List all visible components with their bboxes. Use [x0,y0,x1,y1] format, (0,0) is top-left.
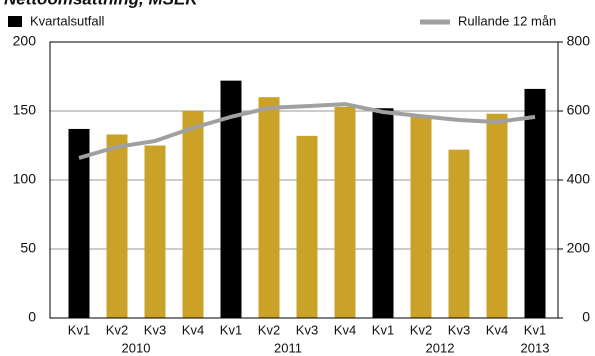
x-tick-label: Kv1 [372,322,394,337]
year-label: 2013 [521,340,550,355]
line [78,102,536,160]
bar [410,116,432,319]
bar [106,134,128,318]
chart-title: Nettoomsättning, MSEK [4,0,199,8]
bar [448,149,470,318]
bar [296,135,318,318]
y2-tick-label: 200 [567,240,591,256]
y-tick-label: 200 [13,33,37,49]
x-tick-label: Kv4 [486,322,508,337]
year-label: 2011 [274,340,302,355]
y-tick-label: 100 [13,171,37,187]
x-tick-label: Kv2 [258,322,280,337]
x-tick-label: Kv3 [448,322,470,337]
x-tick-label: Kv1 [220,322,242,337]
x-tick-label: Kv1 [68,322,90,337]
y-tick-label: 0 [28,309,36,325]
bar [258,97,280,318]
year-label: 2010 [122,340,151,355]
bar [372,108,394,319]
y2-tick-label: 600 [567,102,591,118]
y2-tick-label: 0 [582,309,590,325]
bar [334,106,356,318]
legend-swatch [8,16,22,27]
bar [182,111,204,318]
bar [524,88,546,318]
bar [220,80,242,318]
x-tick-label: Kv1 [524,322,546,337]
x-tick-label: Kv4 [334,322,356,337]
y2-tick-label: 400 [567,171,591,187]
bar [486,113,508,318]
x-tick-label: Kv2 [106,322,128,337]
year-label: 2012 [426,340,455,355]
y-tick-label: 150 [13,102,37,118]
x-tick-label: Kv4 [182,322,204,337]
legend-label: Rullande 12 mån [458,13,556,28]
x-tick-label: Kv2 [410,322,432,337]
x-tick-label: Kv3 [144,322,166,337]
bar [68,128,90,318]
y2-tick-label: 800 [567,33,591,49]
y-tick-label: 50 [20,240,36,256]
legend-label: Kvartalsutfall [30,13,105,28]
x-tick-label: Kv3 [296,322,318,337]
plot-frame [49,41,559,319]
bar [144,145,166,318]
